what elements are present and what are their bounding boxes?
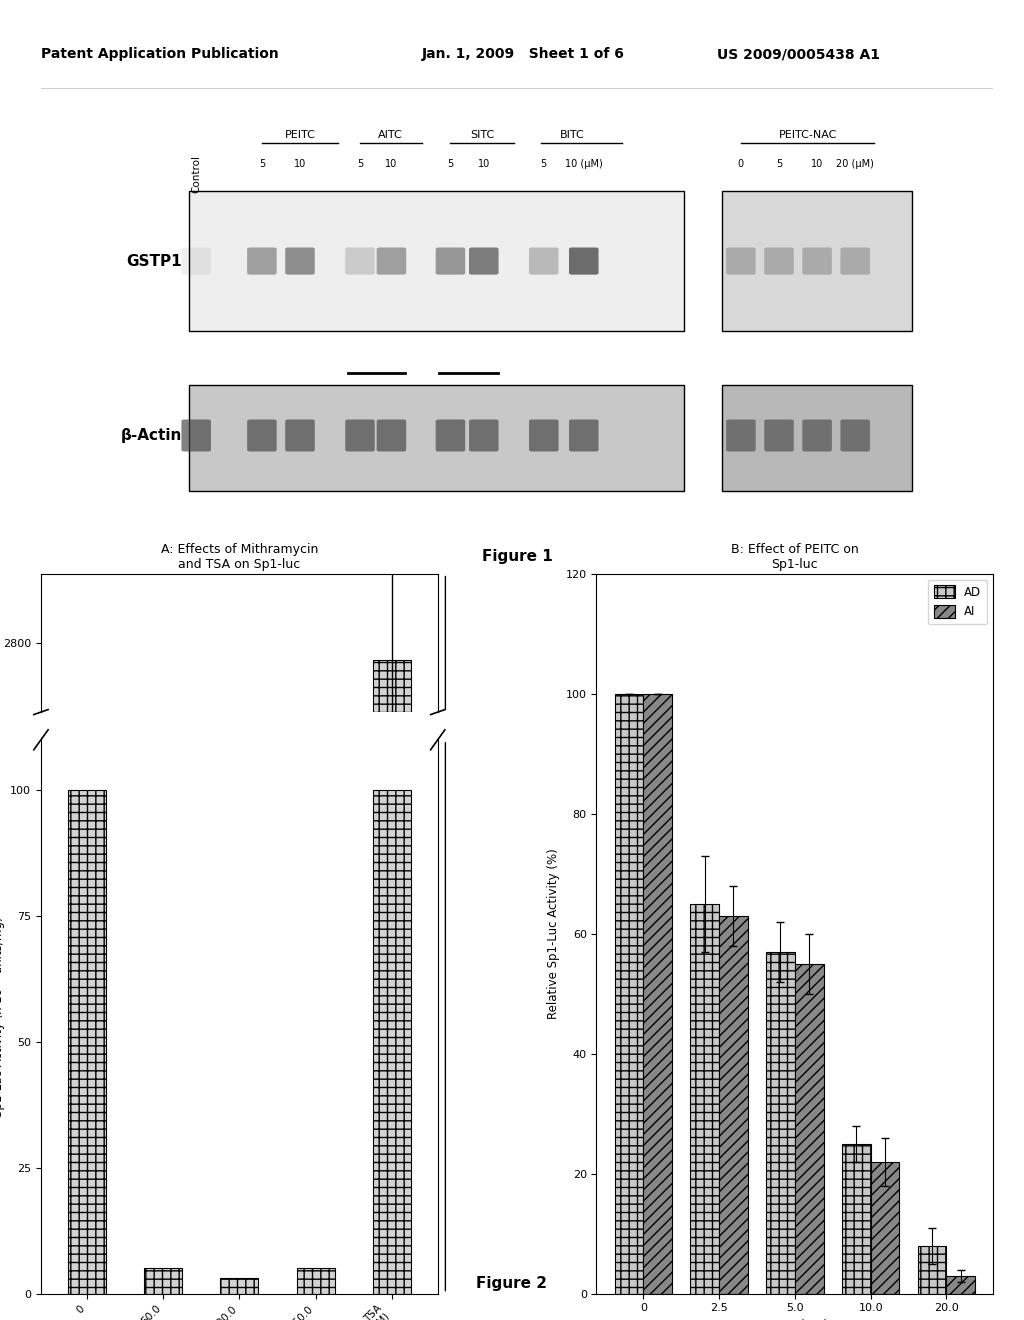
FancyBboxPatch shape [247, 247, 276, 275]
FancyBboxPatch shape [529, 420, 558, 451]
FancyBboxPatch shape [247, 420, 276, 451]
Bar [373, 791, 411, 1294]
Bar [188, 191, 684, 331]
Text: 10 (μM): 10 (μM) [565, 158, 603, 169]
Bar [188, 384, 684, 491]
FancyBboxPatch shape [726, 247, 756, 275]
Bar [144, 1269, 182, 1294]
Text: PEITC-NAC: PEITC-NAC [778, 129, 837, 140]
Bar [722, 384, 912, 491]
Title: B: Effect of PEITC on
Sp1-luc: B: Effect of PEITC on Sp1-luc [731, 543, 859, 572]
FancyBboxPatch shape [529, 247, 558, 275]
FancyBboxPatch shape [181, 420, 211, 451]
Text: 5: 5 [447, 158, 454, 169]
Text: 10: 10 [294, 158, 306, 169]
FancyBboxPatch shape [569, 420, 599, 451]
Text: US 2009/0005438 A1: US 2009/0005438 A1 [717, 48, 880, 62]
Bar [68, 791, 105, 1294]
FancyBboxPatch shape [377, 247, 407, 275]
Y-axis label: Relative Sp1-Luc Activity (%): Relative Sp1-Luc Activity (%) [547, 849, 560, 1019]
Bar [719, 916, 748, 1294]
FancyBboxPatch shape [435, 420, 465, 451]
Text: Figure 2: Figure 2 [476, 1276, 548, 1291]
Bar [373, 660, 411, 1320]
FancyBboxPatch shape [286, 247, 314, 275]
Text: 0: 0 [738, 158, 744, 169]
Text: PEITC: PEITC [285, 129, 315, 140]
Text: Patent Application Publication: Patent Application Publication [41, 48, 279, 62]
FancyBboxPatch shape [435, 247, 465, 275]
Text: BITC: BITC [560, 129, 585, 140]
FancyBboxPatch shape [803, 247, 831, 275]
Text: Jan. 1, 2009   Sheet 1 of 6: Jan. 1, 2009 Sheet 1 of 6 [422, 48, 625, 62]
Bar [795, 964, 823, 1294]
Bar [918, 1246, 946, 1294]
FancyBboxPatch shape [181, 247, 211, 275]
Bar [297, 1269, 335, 1294]
FancyBboxPatch shape [569, 247, 599, 275]
FancyBboxPatch shape [803, 420, 831, 451]
Text: 5: 5 [541, 158, 547, 169]
FancyBboxPatch shape [764, 247, 794, 275]
FancyBboxPatch shape [726, 420, 756, 451]
Text: 10: 10 [385, 158, 397, 169]
Text: 10: 10 [477, 158, 489, 169]
Bar [643, 693, 672, 1294]
FancyBboxPatch shape [286, 420, 314, 451]
Bar [946, 1275, 975, 1294]
Text: 20 (μM): 20 (μM) [837, 158, 874, 169]
Text: AITC: AITC [378, 129, 402, 140]
FancyBboxPatch shape [841, 247, 870, 275]
Text: 10: 10 [811, 158, 823, 169]
FancyBboxPatch shape [841, 420, 870, 451]
Text: 5: 5 [776, 158, 782, 169]
Bar [614, 693, 643, 1294]
FancyBboxPatch shape [377, 420, 407, 451]
Text: GSTP1: GSTP1 [126, 253, 182, 268]
FancyBboxPatch shape [469, 247, 499, 275]
Legend: AD, AI: AD, AI [928, 579, 987, 624]
Text: Figure 1: Figure 1 [481, 549, 553, 564]
Bar [766, 952, 795, 1294]
Text: 5: 5 [259, 158, 265, 169]
Y-axis label: Sp1-Luc Activity (x 10⁻⁶ units/mg): Sp1-Luc Activity (x 10⁻⁶ units/mg) [0, 916, 5, 1117]
Bar [870, 1162, 899, 1294]
Bar [842, 1143, 870, 1294]
Bar [220, 1279, 258, 1294]
FancyBboxPatch shape [345, 420, 375, 451]
FancyBboxPatch shape [345, 247, 375, 275]
FancyBboxPatch shape [469, 420, 499, 451]
Text: Control: Control [191, 154, 201, 193]
Bar [722, 191, 912, 331]
Title: A: Effects of Mithramycin
and TSA on Sp1-luc: A: Effects of Mithramycin and TSA on Sp1… [161, 543, 318, 572]
Text: β-Actin: β-Actin [121, 428, 182, 444]
Text: 5: 5 [356, 158, 364, 169]
FancyBboxPatch shape [764, 420, 794, 451]
Text: SITC: SITC [470, 129, 494, 140]
Bar [690, 904, 719, 1294]
